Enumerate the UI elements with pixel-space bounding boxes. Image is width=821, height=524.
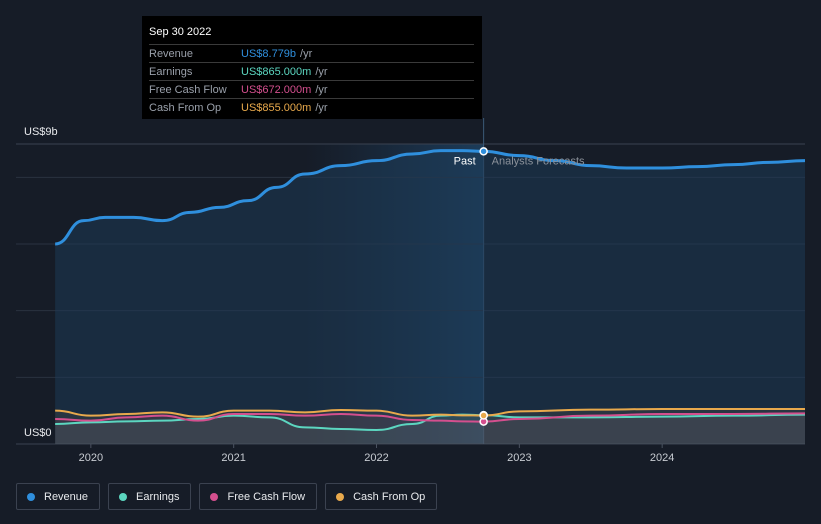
x-tick-label: 2024 xyxy=(650,452,674,464)
legend-item-revenue[interactable]: Revenue xyxy=(16,483,101,510)
revenue-area xyxy=(55,150,806,444)
y-tick-label: US$0 xyxy=(24,427,52,439)
tooltip-unit: /yr xyxy=(315,65,328,78)
tooltip-label: Free Cash Flow xyxy=(149,83,227,96)
free-cash-flow-area xyxy=(55,413,806,444)
tooltip-label: Revenue xyxy=(149,47,194,60)
tooltip-row-cash-from-op: Cash From Op US$855.000m /yr xyxy=(149,98,474,116)
past-label: Past xyxy=(454,156,476,168)
cash-from-op-line xyxy=(55,407,805,418)
tooltip-date: Sep 30 2022 xyxy=(149,26,212,38)
legend-item-earnings[interactable]: Earnings xyxy=(108,483,192,510)
tooltip-value: US$672.000m xyxy=(241,83,312,96)
tooltip-label: Earnings xyxy=(149,65,193,78)
legend-item-free-cash-flow[interactable]: Free Cash Flow xyxy=(199,483,318,510)
tooltip: Sep 30 2022 Revenue US$8.779b /yr Earnin… xyxy=(142,16,482,119)
revenue-marker xyxy=(479,147,488,156)
legend-item-cash-from-op[interactable]: Cash From Op xyxy=(325,483,438,510)
earnings-area xyxy=(55,414,806,444)
free-cash-flow-dot-icon xyxy=(210,492,219,501)
legend: Revenue Earnings Free Cash Flow Cash Fro… xyxy=(16,483,438,510)
legend-label: Cash From Op xyxy=(353,490,426,503)
x-tick-label: 2023 xyxy=(507,452,531,464)
free-cash-flow-line xyxy=(55,412,806,423)
tooltip-row-earnings: Earnings US$865.000m /yr xyxy=(149,62,474,80)
tooltip-value: US$865.000m xyxy=(241,65,312,78)
tooltip-unit: /yr xyxy=(315,83,328,96)
legend-label: Free Cash Flow xyxy=(227,490,306,503)
revenue-dot-icon xyxy=(27,492,35,501)
x-tick-label: 2022 xyxy=(364,452,388,464)
x-tick-label: 2021 xyxy=(221,452,245,464)
cash-from-op-dot-icon xyxy=(336,492,345,501)
tooltip-value: US$8.779b xyxy=(241,47,297,60)
forecast-label: Analysts Forecasts xyxy=(492,156,585,168)
tooltip-row-free-cash-flow: Free Cash Flow US$672.000m /yr xyxy=(149,80,474,98)
legend-label: Revenue xyxy=(44,490,89,503)
tooltip-row-revenue: Revenue US$8.779b /yr xyxy=(149,44,474,62)
revenue-line xyxy=(54,149,806,246)
y-tick-label: US$9b xyxy=(24,126,58,138)
cash-from-op-marker xyxy=(479,411,488,420)
tooltip-label: Cash From Op xyxy=(149,101,222,114)
tooltip-unit: /yr xyxy=(315,101,328,114)
earnings-dot-icon xyxy=(119,492,128,501)
x-tick-label: 2020 xyxy=(79,452,103,464)
earnings-line xyxy=(55,413,806,432)
legend-label: Earnings xyxy=(136,490,180,503)
tooltip-value: US$855.000m xyxy=(241,101,312,114)
tooltip-unit: /yr xyxy=(300,47,313,60)
